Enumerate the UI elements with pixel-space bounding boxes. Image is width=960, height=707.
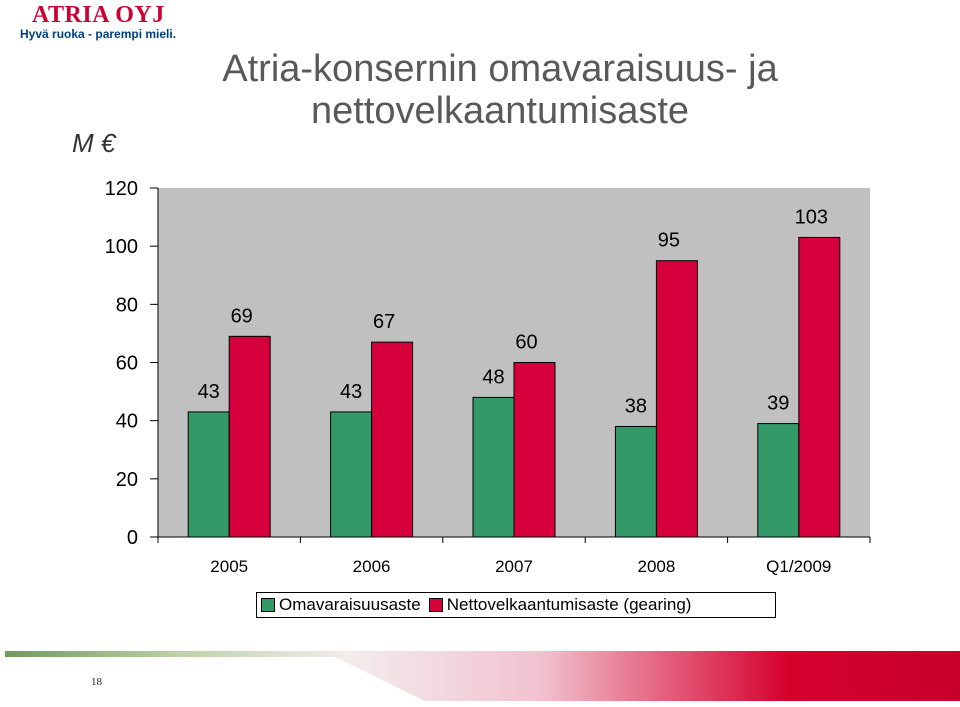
y-tick-label: 80 xyxy=(116,294,138,316)
slide-title: Atria-konsernin omavaraisuus- ja nettove… xyxy=(222,48,778,132)
footer-white-overlay xyxy=(5,657,425,701)
legend-item-series-2: Nettovelkaantumisaste (gearing) xyxy=(428,595,692,615)
bar-series-2 xyxy=(228,335,271,538)
y-tick-label: 100 xyxy=(105,236,138,258)
data-label-series-2: 95 xyxy=(658,230,680,252)
x-category-label: 2007 xyxy=(495,557,533,576)
bar-series-2 xyxy=(655,260,698,538)
data-label-series-2: 60 xyxy=(515,332,537,354)
x-category-label: 2006 xyxy=(353,557,391,576)
x-category-label: 2008 xyxy=(637,557,675,576)
bar-series-1 xyxy=(187,411,230,538)
data-label-series-1: 48 xyxy=(482,366,504,388)
bar-series-2 xyxy=(371,341,414,538)
legend-label-series-2: Nettovelkaantumisaste (gearing) xyxy=(446,595,692,614)
page-number: 18 xyxy=(91,676,102,688)
y-tick-label: 20 xyxy=(116,469,138,491)
data-label-series-1: 39 xyxy=(767,393,789,415)
x-category-label: 2005 xyxy=(210,557,248,576)
footer-band xyxy=(5,651,960,701)
bar-series-1 xyxy=(472,396,515,538)
atria-logo: ATRIA OYJ Hyvä ruoka - parempi mieli. xyxy=(14,0,184,44)
y-tick-label: 120 xyxy=(105,178,138,200)
data-label-series-2: 69 xyxy=(231,305,253,327)
y-tick-label: 0 xyxy=(127,527,138,549)
bar-series-2 xyxy=(513,362,556,538)
bar-series-1 xyxy=(757,423,800,538)
data-label-series-2: 103 xyxy=(795,206,828,228)
legend-label-series-1: Omavaraisuusaste xyxy=(279,595,421,614)
logo-tagline: Hyvä ruoka - parempi mieli. xyxy=(20,27,177,41)
legend-item-series-1: Omavaraisuusaste xyxy=(261,595,421,615)
data-label-series-2: 67 xyxy=(373,311,395,333)
logo-name: ATRIA OYJ xyxy=(32,2,165,28)
legend-swatch-series-1 xyxy=(261,598,275,612)
x-category-label: Q1/2009 xyxy=(766,557,831,576)
bar-series-1 xyxy=(614,425,657,538)
legend-swatch-series-2 xyxy=(428,598,443,612)
chart-legend: Omavaraisuusaste Nettovelkaantumisaste (… xyxy=(256,592,776,618)
y-tick-label: 60 xyxy=(116,353,138,375)
data-label-series-1: 43 xyxy=(340,381,362,403)
y-tick-label: 40 xyxy=(116,411,138,433)
bar-series-2 xyxy=(798,236,841,538)
y-axis-unit: M € xyxy=(72,128,116,158)
data-label-series-1: 43 xyxy=(198,381,220,403)
bar-series-1 xyxy=(330,411,373,538)
data-label-series-1: 38 xyxy=(625,395,647,417)
